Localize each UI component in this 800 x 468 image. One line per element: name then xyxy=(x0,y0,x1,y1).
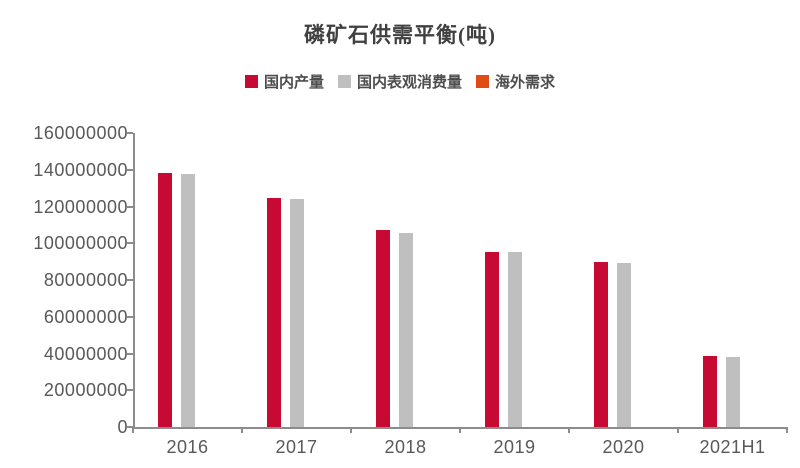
bar-国内产量-2021H1 xyxy=(702,356,717,427)
y-axis-tick xyxy=(127,279,133,281)
chart-title: 磷矿石供需平衡(吨) xyxy=(304,23,496,47)
y-axis-tick xyxy=(127,426,133,428)
bar-国内产量-2018 xyxy=(375,230,390,427)
x-axis-tick xyxy=(459,427,461,433)
legend-label: 国内产量 xyxy=(263,75,324,91)
y-tick-label: 120000000 xyxy=(33,196,128,217)
bar-国内产量-2017 xyxy=(266,198,281,427)
y-tick-label: 60000000 xyxy=(43,306,128,327)
chart-legend: 国内产量 国内表观消费量 海外需求 xyxy=(0,71,800,92)
y-axis-tick xyxy=(127,205,133,208)
bar-国内表观消费量-2017 xyxy=(289,199,304,427)
legend-label: 海外需求 xyxy=(495,75,556,91)
x-tick-label: 2020 xyxy=(602,437,645,457)
x-axis-tick xyxy=(132,427,134,433)
y-tick-label: 40000000 xyxy=(43,343,128,364)
legend-swatch-icon xyxy=(476,75,489,88)
bar-国内产量-2019 xyxy=(484,251,499,427)
y-tick-label: 140000000 xyxy=(33,159,128,180)
bar-国内表观消费量-2021H1 xyxy=(725,357,740,427)
x-tick-label: 2018 xyxy=(384,437,427,457)
y-axis-tick xyxy=(127,132,133,134)
x-tick-label: 2021H1 xyxy=(699,437,766,457)
y-tick-label: 0 xyxy=(117,417,128,437)
legend-item-2: 海外需求 xyxy=(476,71,555,92)
x-axis-tick xyxy=(568,427,570,433)
y-axis-line xyxy=(133,133,135,428)
y-tick-label: 100000000 xyxy=(33,233,128,254)
y-tick-label: 160000000 xyxy=(33,123,128,143)
x-tick-label: 2017 xyxy=(275,437,318,457)
bar-国内表观消费量-2020 xyxy=(616,262,631,427)
bar-国内产量-2016 xyxy=(157,173,172,427)
y-axis-tick xyxy=(127,242,133,245)
x-axis-tick xyxy=(677,427,679,433)
x-axis-tick xyxy=(350,427,352,433)
y-tick-label: 80000000 xyxy=(43,270,128,290)
x-tick-label: 2016 xyxy=(166,437,209,457)
y-axis-tick xyxy=(127,168,133,171)
y-axis-tick xyxy=(127,389,133,392)
bar-国内产量-2020 xyxy=(593,261,608,427)
legend-swatch-icon xyxy=(337,75,351,88)
x-axis-tick xyxy=(786,427,788,433)
legend-label: 国内表观消费量 xyxy=(356,75,462,91)
legend-swatch-icon xyxy=(244,75,258,88)
legend-item-0: 国内产量 xyxy=(244,71,324,92)
bar-国内表观消费量-2016 xyxy=(180,174,195,427)
x-axis-tick xyxy=(241,427,243,433)
legend-item-1: 国内表观消费量 xyxy=(337,71,462,92)
bar-国内表观消费量-2019 xyxy=(507,252,522,427)
y-tick-label: 20000000 xyxy=(43,380,128,401)
x-tick-label: 2019 xyxy=(493,437,536,457)
bar-国内表观消费量-2018 xyxy=(398,233,413,427)
y-axis-tick xyxy=(127,352,133,355)
y-axis-tick xyxy=(127,315,133,318)
